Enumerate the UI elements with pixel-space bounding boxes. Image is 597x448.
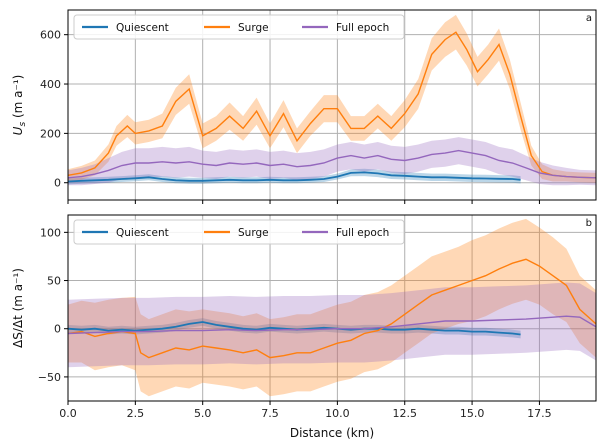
panel-b-xtick-label: 17.5 [527, 407, 552, 420]
panel-a-line-full-epoch [68, 149, 596, 179]
panel-b-xtick-label: 0.0 [59, 407, 77, 420]
panel-b-frame [67, 214, 597, 402]
panel-a-frame [67, 9, 597, 201]
panel-b-ytick-label: −50 [38, 371, 61, 384]
panel-b-legend: Quiescent Surge Full epoch [73, 219, 405, 245]
panel-a-ytick-label: 0 [54, 177, 61, 190]
panel-b-legend-box [73, 219, 405, 245]
x-axis-label: Distance (km) [290, 426, 374, 440]
panel-b-xtick-label: 15.0 [460, 407, 485, 420]
panel-a-letter: a [586, 13, 592, 24]
panel-a-ytick-label: 400 [40, 78, 61, 91]
panel-a-line-quiescent [68, 171, 521, 183]
panel-b-ytick-label: 0 [54, 323, 61, 336]
panel-b-legend-label: Surge [238, 227, 269, 239]
panel-b-ylabel: ΔS/Δt (m a⁻¹) [11, 268, 25, 348]
panel-b-xtick-label: 12.5 [392, 407, 417, 420]
panel-a-legend: Quiescent Surge Full epoch [73, 14, 405, 40]
panel-a: 0 200 400 600 a Us (m a⁻¹) Quiescent Surge Full … [11, 9, 597, 204]
panel-a-ytick-label: 200 [40, 127, 61, 140]
panel-a-ytick-label: 600 [40, 29, 61, 42]
panel-b-band-surge [68, 218, 596, 397]
panel-b-xtick-label: 5.0 [194, 407, 212, 420]
panel-b-line-full-epoch [68, 315, 596, 335]
panel-b: 0.0 2.5 5.0 7.5 10.0 12.5 15.0 17.5 −50 0 50 100 b ΔS… [11, 214, 597, 440]
panel-b-xtick-label: 10.0 [325, 407, 350, 420]
panel-a-line-surge [68, 31, 596, 179]
panel-a-band-surge [68, 14, 596, 183]
panel-b-band-full-epoch [68, 282, 596, 368]
panel-b-ytick-label: 50 [47, 275, 61, 288]
panel-b-line-surge [68, 258, 596, 359]
panel-b-band-quiescent [68, 318, 521, 339]
panel-a-legend-label: Full epoch [336, 22, 389, 34]
panel-a-ylabel: Us (m a⁻¹) [11, 75, 28, 136]
panel-a-legend-label: Surge [238, 22, 269, 34]
panel-a-legend-label: Quiescent [116, 22, 169, 34]
panel-b-letter: b [586, 218, 592, 229]
panel-b-legend-label: Quiescent [116, 227, 169, 239]
panel-a-legend-box [73, 14, 405, 40]
panel-a-band-full-epoch [68, 137, 596, 186]
panel-b-xtick-label: 7.5 [261, 407, 279, 420]
panel-b-ytick-label: 100 [40, 226, 61, 239]
panel-b-xtick-label: 2.5 [127, 407, 145, 420]
panel-b-legend-label: Full epoch [336, 227, 389, 239]
